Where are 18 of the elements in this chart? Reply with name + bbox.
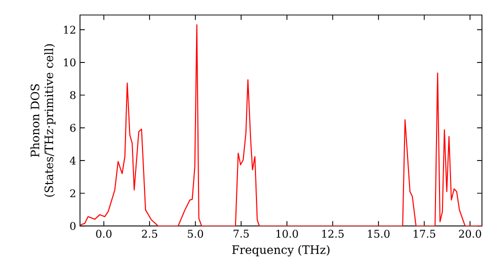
y-tick-label: 6 [70,124,76,132]
x-tick-label: 5.0 [188,230,204,238]
x-tick-label: 15.0 [368,230,390,238]
x-tick-label: 17.5 [414,230,436,238]
x-axis-title: Frequency (THz) [232,245,330,256]
y-tick-label: 8 [70,91,76,100]
x-tick-label: 0.0 [96,230,112,238]
y-tick-label: 10 [64,58,76,66]
x-tick-label: 12.5 [322,230,344,238]
x-tick-label: 2.5 [142,230,158,238]
y-tick-label: 12 [64,26,76,34]
x-tick-label: 7.5 [234,230,249,238]
y-axis-title: Phonon DOS (States/THz·primitive cell) [30,44,56,197]
y-tick-label: 4 [70,156,76,164]
y-tick-label: 2 [70,189,76,198]
x-tick-label: 20.0 [459,230,482,238]
y-tick-label: 0 [70,222,76,230]
x-tick-label: 10.0 [276,230,298,238]
